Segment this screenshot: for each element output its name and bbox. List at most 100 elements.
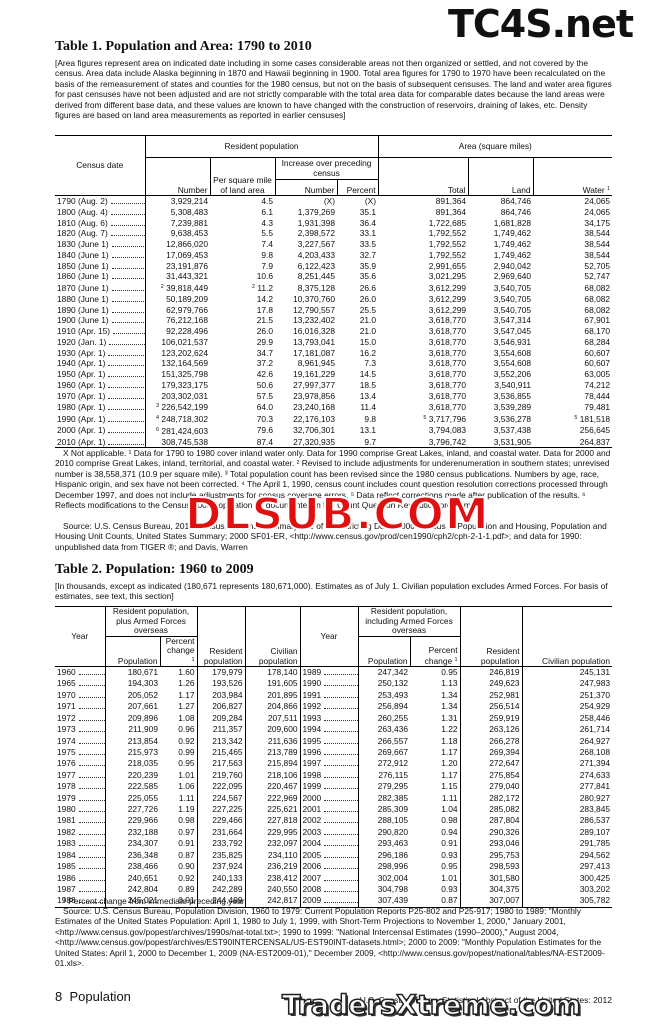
cell-text: 213,342	[212, 735, 243, 746]
table-cell: 24,065	[533, 196, 612, 207]
cell-text: 1987	[57, 884, 76, 895]
table-cell: 0.93	[410, 850, 460, 861]
table-cell: 3,540,705	[468, 305, 533, 316]
table-cell: 3,618,770	[378, 401, 468, 413]
cell-text: 1840 (June 1)	[57, 249, 109, 260]
cell-text: 3,929,214	[170, 196, 208, 206]
cell-text: 0.90	[178, 861, 195, 872]
table-cell: 215,894	[244, 758, 301, 770]
publication: U.S. Census Bureau, Statistical Abstract…	[359, 995, 612, 1005]
table-cell: 1830 (June 1)	[55, 239, 145, 250]
cell-text: 252,981	[489, 689, 520, 700]
cell-text: 285,309	[377, 804, 409, 815]
table-cell: 8,375,128	[275, 282, 337, 294]
table-cell: 0.95	[410, 667, 460, 679]
table-cell: 3,536,278	[468, 413, 533, 425]
cell-text: 0.92	[178, 735, 195, 746]
cell-text: 179,979	[212, 667, 243, 677]
leader	[78, 668, 105, 675]
cell-text: 1,681,828	[493, 217, 532, 228]
leader	[324, 885, 359, 893]
leader	[108, 370, 145, 377]
table-cell: 1984	[55, 850, 105, 861]
table-cell: 274,633	[521, 769, 613, 782]
table-cell: 263,126	[459, 724, 523, 736]
table-cell: 5 3,717,796	[378, 413, 468, 425]
table-cell: 224,567	[196, 792, 246, 805]
page-footer: 8 Population	[55, 989, 131, 1004]
table-cell: 266,557	[357, 735, 411, 747]
cell-text: 1.06	[178, 781, 195, 792]
table-cell: 242,804	[104, 884, 160, 896]
table-cell: 1993	[299, 712, 359, 725]
column-header: Census date	[55, 135, 145, 196]
cell-text: 63,005	[584, 369, 611, 379]
table-cell: 209,896	[104, 712, 160, 725]
leader	[110, 229, 145, 237]
table-cell: 271,394	[521, 758, 613, 770]
table-cell: 272,912	[357, 758, 411, 770]
table-cell: 87.4	[210, 437, 275, 448]
cell-text: 178,140	[267, 667, 298, 677]
cell-text: 227,726	[127, 804, 158, 815]
table-cell: 2006	[299, 861, 359, 873]
cell-text: 891,364	[435, 206, 467, 217]
cell-text: 9,638,453	[170, 228, 208, 239]
cell-text: 229,995	[267, 826, 298, 837]
cell-text: 23,978,856	[293, 390, 335, 401]
cell-text: 1.26	[178, 678, 195, 689]
cell-text: 245,021	[127, 895, 158, 906]
table-cell: 282,385	[357, 792, 411, 805]
table-cell: 16,016,328	[275, 326, 337, 337]
column-header: Resident population	[196, 606, 246, 667]
table-cell: 1,749,462	[468, 250, 533, 261]
table-cell: 25.5	[337, 305, 378, 316]
cell-text: 1,792,552	[428, 239, 467, 249]
column-header: Resident population	[144, 135, 379, 158]
table-cell: 234,110	[244, 849, 301, 862]
cell-text: 3,618,770	[428, 390, 467, 401]
cell-text: 287,804	[489, 815, 520, 826]
cell-text: 276,115	[378, 769, 409, 780]
table-cell: 3,618,770	[378, 369, 468, 380]
table-cell: 76,212,168	[144, 315, 210, 326]
cell-text: 2008	[302, 884, 322, 895]
cell-text: 298,593	[489, 861, 520, 872]
table-cell: 3,547,045	[468, 326, 533, 337]
table-cell: 3,552,206	[468, 369, 533, 380]
cell-text: 21.5	[256, 315, 273, 326]
table-cell: 27,997,377	[275, 380, 337, 391]
table-cell: 219,760	[196, 769, 246, 782]
cell-text: 1960 (Apr. 1)	[57, 379, 106, 390]
leader	[324, 828, 359, 835]
cell-text: 0.98	[178, 815, 195, 826]
table-row: 1820 (Aug. 7) 9,638,453 5.5 2,398,572 33.1 1,…	[55, 228, 612, 239]
column-header: Population	[104, 636, 160, 667]
table-cell: 1970	[55, 690, 105, 701]
table-cell: 206,827	[196, 701, 246, 713]
cell-text: 1.19	[178, 804, 195, 815]
table-cell: 1,792,552	[378, 228, 468, 239]
leader	[113, 327, 145, 334]
cell-text: 3,612,299	[428, 304, 467, 315]
table-cell: 288,105	[357, 815, 411, 827]
leader	[108, 438, 145, 445]
table-cell: 17.8	[210, 305, 275, 316]
table-note: [Area figures represent area on indicate…	[55, 58, 612, 121]
table-cell: 217,563	[196, 758, 246, 770]
cell-text: 33.5	[359, 239, 377, 249]
table-row: 1960 180,671 1.60 179,979 178,140 1989 247,342…	[55, 666, 613, 679]
table-cell: 1810 (Aug. 6)	[55, 218, 145, 229]
table-cell: 1988	[55, 895, 105, 907]
leader	[111, 284, 145, 291]
table-cell: 3,547,314	[468, 315, 533, 326]
table-cell: 15.0	[337, 337, 378, 348]
table-cell: 1.17	[410, 747, 460, 758]
cell-text: 1810 (Aug. 6)	[57, 217, 108, 228]
leader	[324, 896, 359, 904]
table-cell: 10.6	[210, 271, 275, 282]
table-cell: 308,745,538	[144, 436, 210, 448]
table-cell: 194,303	[104, 678, 160, 690]
table-cell: 307,439	[357, 895, 411, 908]
page-number: 8	[55, 989, 63, 1004]
